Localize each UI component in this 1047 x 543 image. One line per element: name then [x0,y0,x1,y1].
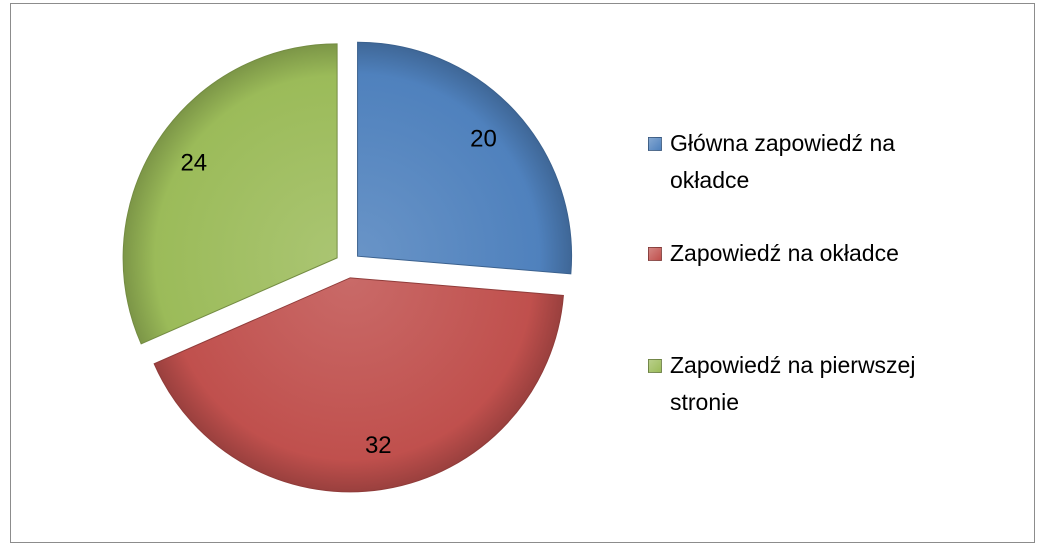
legend-item: Zapowiedź na pierwszej stronie [648,347,938,421]
legend-label: Główna zapowiedź na okładce [670,130,896,193]
legend-label: Zapowiedź na okładce [670,240,899,266]
legend-label: Zapowiedź na pierwszej stronie [670,352,916,415]
pie-slice [122,43,338,345]
legend-item: Zapowiedź na okładce [648,235,938,272]
legend-swatch [648,247,662,261]
slice-label: 20 [470,126,497,153]
pie-slice [153,277,564,493]
legend-swatch [648,359,662,373]
legend-swatch [648,137,662,151]
slice-label: 32 [365,432,392,459]
pie-slice [357,41,572,275]
slice-label: 24 [180,150,207,177]
legend-item: Główna zapowiedź na okładce [648,125,938,199]
